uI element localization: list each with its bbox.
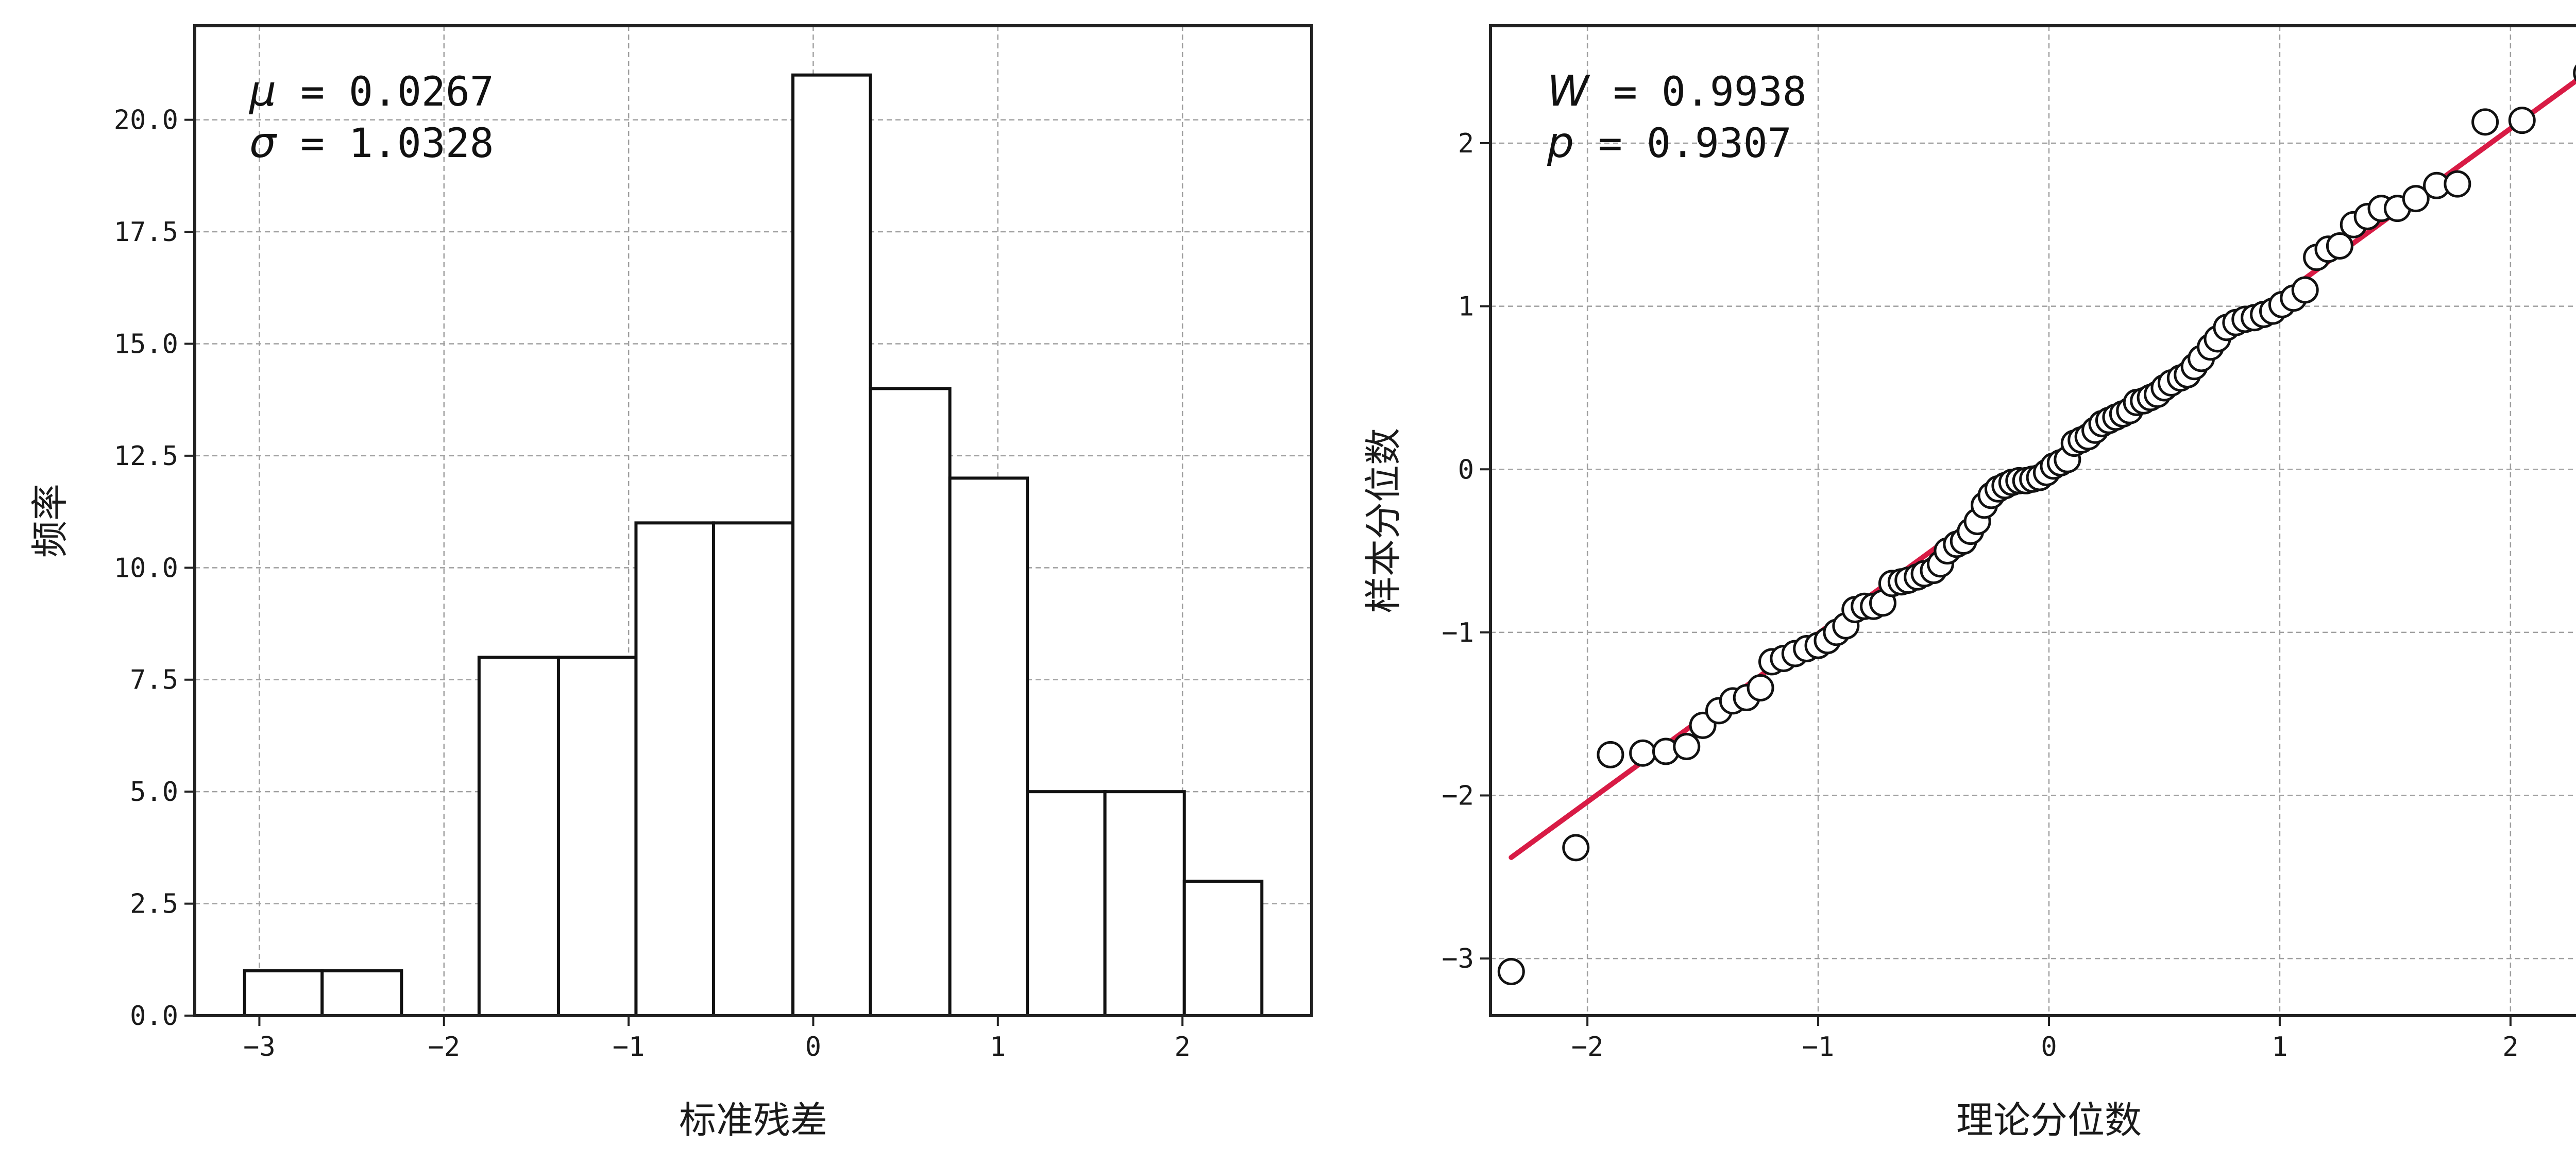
p-value: = 0.9307 (1574, 121, 1792, 167)
histogram-x-tick-label: −3 (243, 1032, 276, 1062)
histogram-x-tick-label: 1 (990, 1032, 1006, 1062)
histogram-bar (477, 656, 560, 1017)
histogram-y-tick-label: 0.0 (130, 1001, 178, 1032)
histogram-bar (243, 969, 324, 1017)
qq-x-axis-label: 理论分位数 (1956, 1099, 2142, 1142)
histogram-bar (711, 521, 795, 1017)
qq-y-tick-label: 1 (1458, 292, 1474, 322)
qq-point (1629, 739, 1657, 767)
histogram-bar (1026, 790, 1107, 1017)
histogram-bar (869, 387, 952, 1017)
histogram-bar (320, 969, 403, 1017)
qq-x-tick-label: 2 (2502, 1032, 2518, 1062)
qq-point (2402, 185, 2430, 213)
histogram-bars (243, 73, 1264, 1017)
histogram-y-tick-label: 2.5 (130, 889, 178, 920)
qq-y-tick-label: −3 (1442, 944, 1474, 974)
histogram-y-tick-label: 7.5 (130, 665, 178, 696)
qq-point (1562, 834, 1590, 862)
histogram-bar (634, 521, 715, 1017)
qq-point (2326, 232, 2353, 260)
qq-x-tick-label: −1 (1802, 1032, 1835, 1062)
qq-points (1497, 64, 2576, 986)
qq-point (2291, 276, 2319, 304)
qq-y-ticks: −3 −2 −1 0 1 2 (1442, 128, 1490, 974)
qq-grid (1490, 26, 2576, 1016)
histogram-y-tick-label: 5.0 (130, 777, 178, 808)
p-annotation: p = 0.9307 (1547, 118, 1792, 167)
mu-symbol: μ (248, 67, 276, 116)
qq-point (1747, 674, 1774, 702)
w-value: = 0.9938 (1589, 69, 1807, 115)
histogram-y-tick-label: 10.0 (114, 553, 178, 584)
histogram-x-tick-label: −1 (613, 1032, 645, 1062)
mu-annotation: μ = 0.0267 (248, 67, 494, 116)
qq-point (1673, 733, 1701, 761)
histogram-y-tick-label: 15.0 (114, 329, 178, 359)
histogram-y-tick-label: 20.0 (114, 105, 178, 136)
histogram-bar (948, 476, 1029, 1017)
qq-point (2508, 107, 2536, 134)
sigma-value: = 1.0328 (276, 121, 494, 167)
qq-x-tick-label: −2 (1571, 1032, 1604, 1062)
qq-y-tick-label: 0 (1458, 454, 1474, 485)
histogram-y-ticks: 0.0 2.5 5.0 7.5 10.0 12.5 15.0 17.5 20.0 (114, 105, 195, 1032)
histogram-x-tick-label: 0 (805, 1032, 821, 1062)
histogram-bar (1182, 880, 1264, 1017)
sigma-annotation: σ = 1.0328 (249, 118, 494, 167)
histogram-y-tick-label: 12.5 (114, 441, 178, 472)
histogram-x-ticks: −3 −2 −1 0 1 2 (243, 1016, 1191, 1062)
w-symbol: W (1547, 67, 1590, 116)
histogram-axes-frame (193, 24, 1313, 1017)
sigma-symbol: σ (249, 118, 278, 167)
qq-point (1497, 958, 1525, 986)
histogram-bar (556, 656, 638, 1017)
qq-point (1597, 741, 1624, 768)
qq-plot-panel: −2 −1 0 1 2 −3 −2 −1 0 1 2 理论分位数 样本分位数 W = 0.9938… (1362, 24, 2576, 1142)
qq-point (2444, 170, 2471, 198)
qq-point (2573, 64, 2576, 82)
qq-point (2471, 108, 2499, 136)
histogram-bar (1103, 790, 1186, 1017)
p-symbol: p (1547, 118, 1574, 167)
qq-y-tick-label: 2 (1458, 128, 1474, 159)
histogram-y-axis-label: 频率 (28, 484, 72, 558)
histogram-x-axis-label: 标准残差 (679, 1099, 827, 1142)
qq-y-axis-label: 样本分位数 (1362, 428, 1405, 613)
qq-y-tick-label: −2 (1442, 781, 1474, 812)
histogram-bar (791, 73, 872, 1017)
qq-x-tick-label: 0 (2041, 1032, 2057, 1062)
histogram-panel: −3 −2 −1 0 1 2 0.0 2.5 5.0 7.5 10.0 12.5 15.0 17.5 20… (28, 24, 1313, 1142)
qq-x-ticks: −2 −1 0 1 2 (1571, 1016, 2519, 1062)
qq-x-tick-label: 1 (2272, 1032, 2287, 1062)
qq-y-tick-label: −1 (1442, 618, 1474, 648)
histogram-x-tick-label: 2 (1175, 1032, 1191, 1062)
w-annotation: W = 0.9938 (1547, 67, 1807, 116)
histogram-y-tick-label: 17.5 (114, 217, 178, 248)
mu-value: = 0.0267 (276, 69, 494, 115)
histogram-x-tick-label: −2 (428, 1032, 460, 1062)
